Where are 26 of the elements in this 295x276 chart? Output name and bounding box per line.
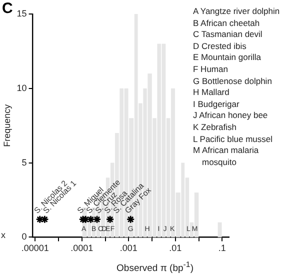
y-axis-title: Frequency [2, 104, 12, 147]
y-tick-label: 10 [16, 82, 27, 93]
annotation: H Mallard [193, 87, 230, 99]
y-tick-label: 15 [16, 8, 27, 18]
annotation: F Human [193, 64, 229, 76]
x-tick-label: .01 [169, 243, 182, 254]
x-tick-label: .001 [120, 243, 138, 254]
x-tick-label: .00001 [21, 243, 49, 254]
annotation: G Bottlenose dolphin [193, 76, 273, 88]
x-axis-title: Observed π (bp$^{-1}$) [116, 260, 194, 274]
annotation: D Crested ibis [193, 40, 248, 52]
annotation: C Tasmanian devil [193, 29, 264, 41]
annotation: B African cheetah [193, 18, 261, 30]
y-tick-label: 5 [22, 157, 27, 168]
annotation: A Yangtze river dolphin [193, 6, 281, 18]
annotation: I Budgerigar [193, 98, 240, 110]
annotation: J African honey bee [193, 110, 269, 122]
y-tick-label: 0 [22, 232, 27, 242]
text: x [1, 230, 6, 240]
chart-title: C [2, 0, 13, 17]
x-tick-label: .0001 [70, 243, 94, 254]
annotation: K Zebrafish [193, 122, 238, 134]
annotation: M African malaria mosquito [193, 145, 260, 168]
x-tick-label: .1 [218, 243, 226, 254]
annotation: L Pacific blue mussel [193, 134, 274, 146]
annotation: E Mountain gorilla [193, 52, 262, 64]
